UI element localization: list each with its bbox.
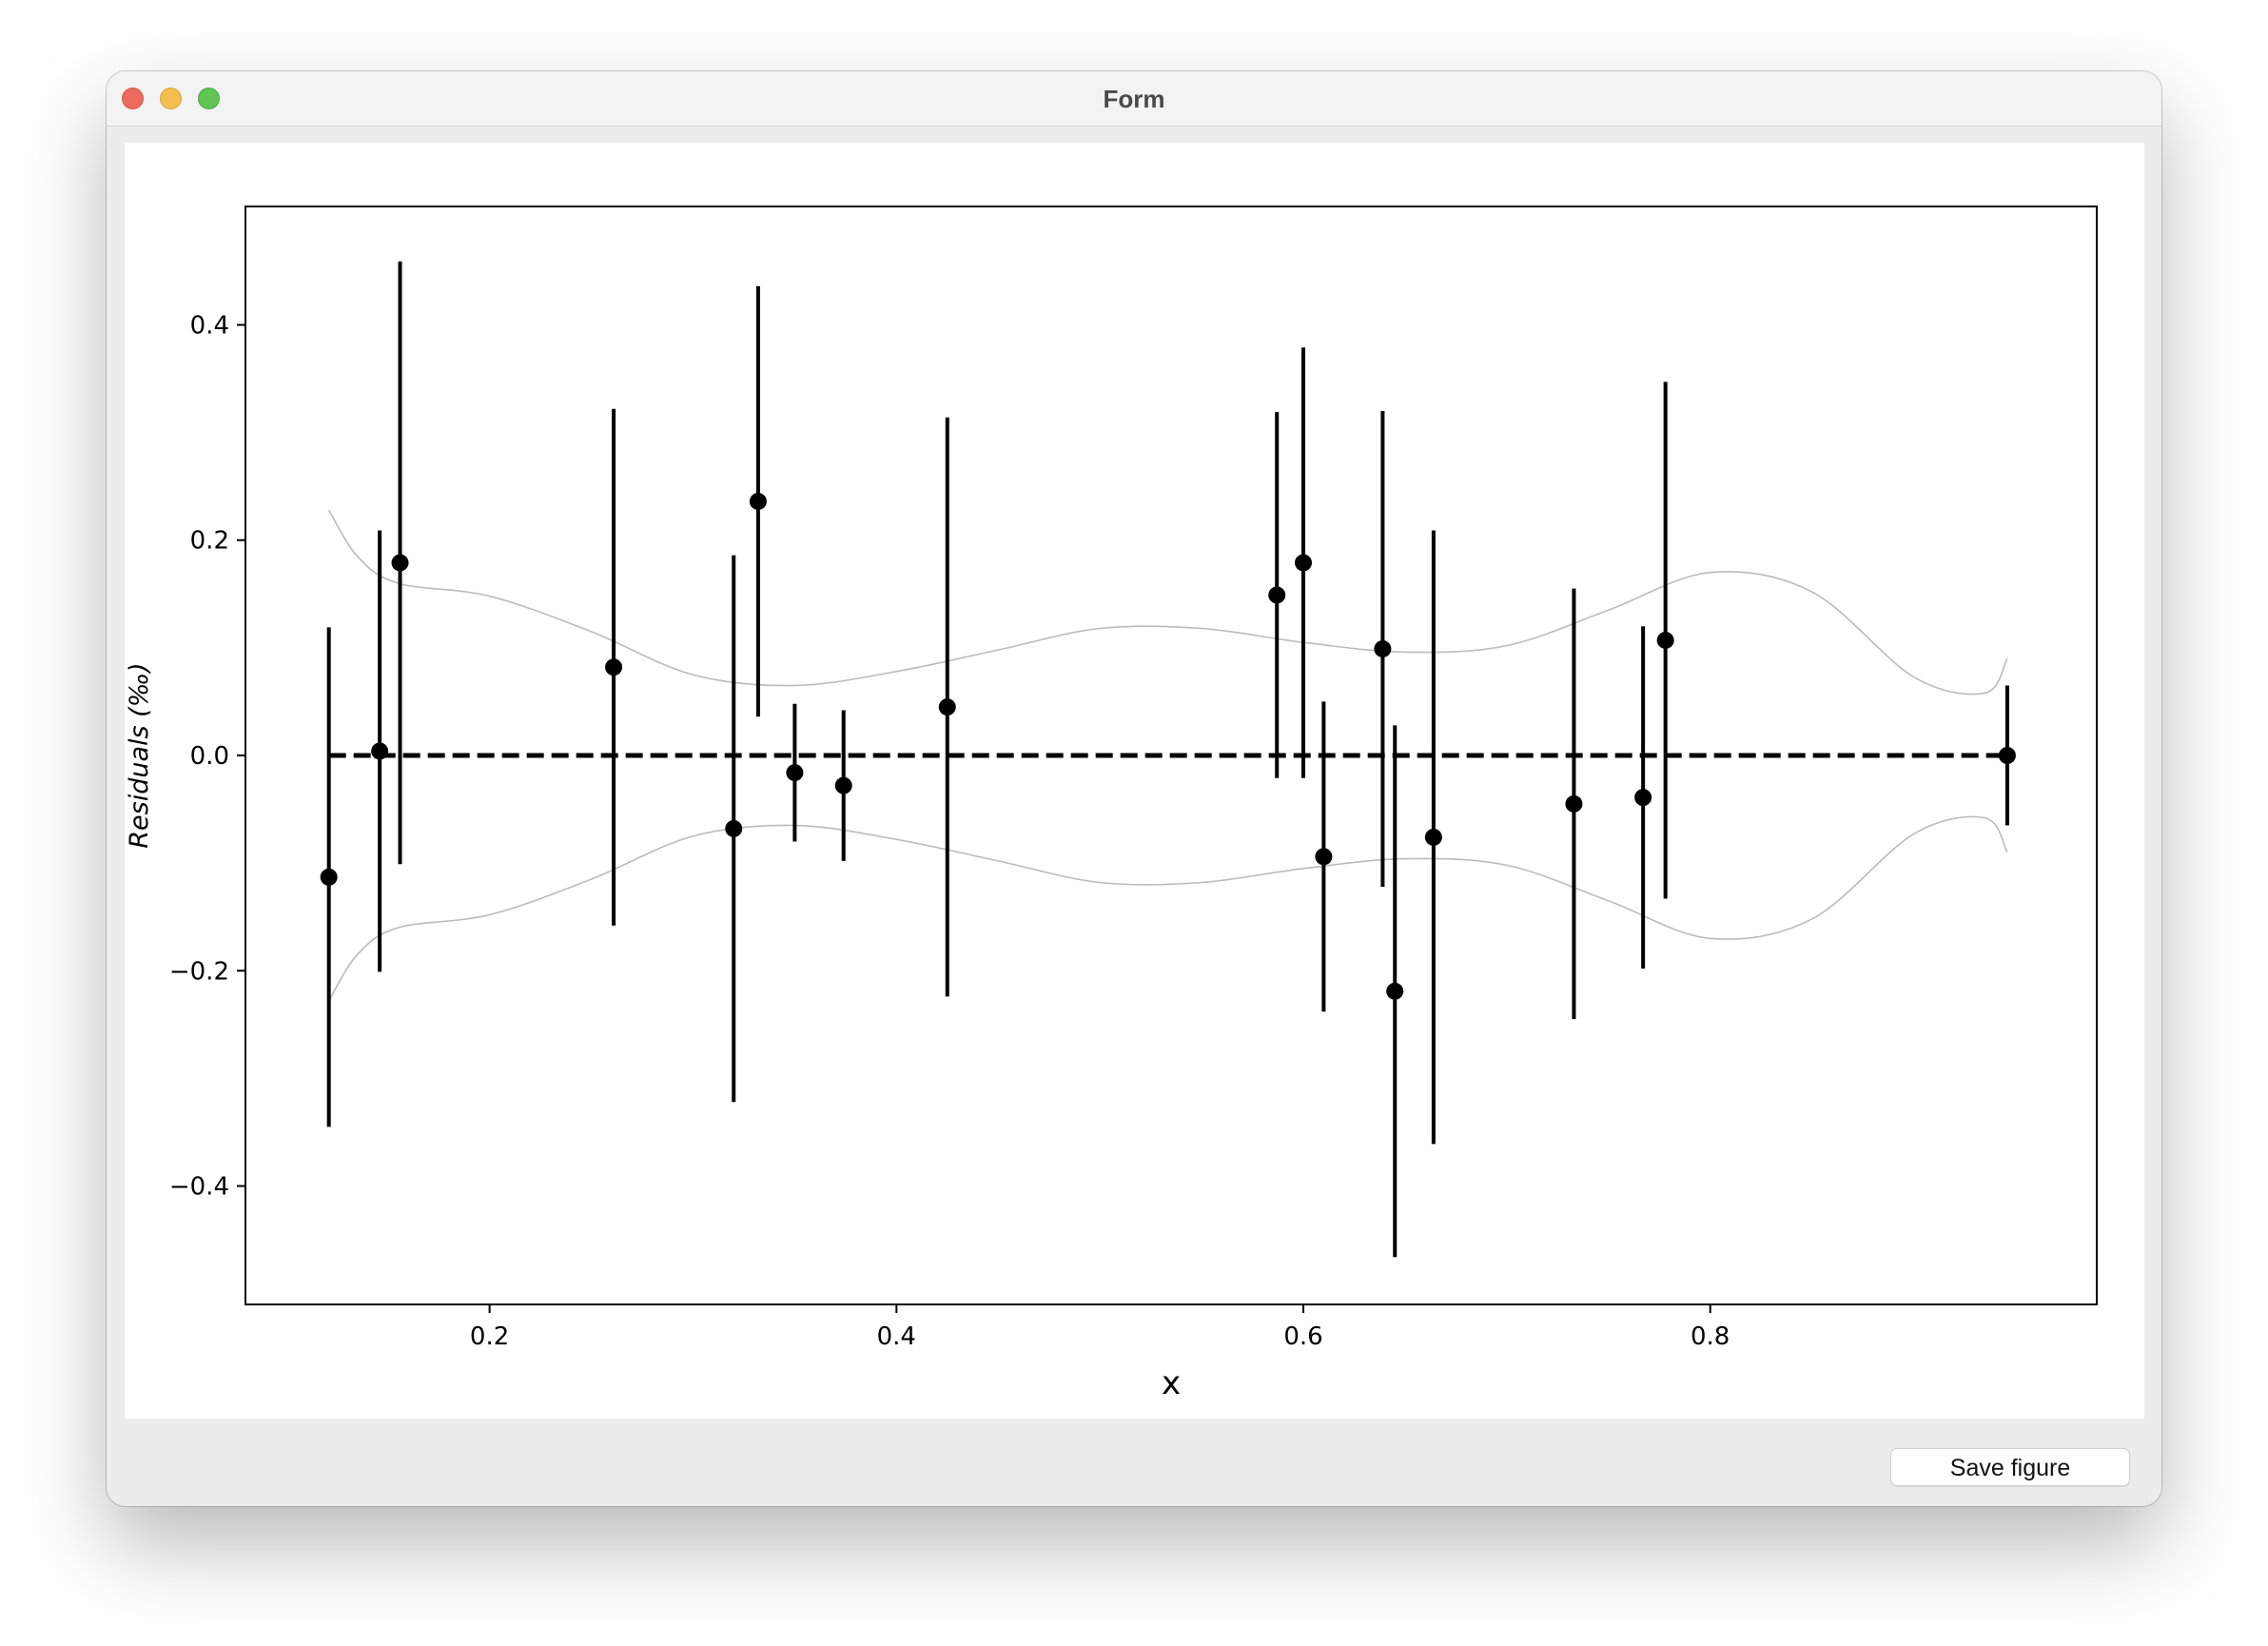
data-point (725, 555, 743, 1103)
data-point (1424, 530, 1442, 1145)
point-marker (605, 658, 623, 676)
data-point (1565, 588, 1583, 1020)
point-marker (1634, 789, 1652, 807)
data-point (1268, 412, 1286, 778)
data-point (1315, 701, 1333, 1012)
data-point (834, 710, 852, 861)
point-marker (1386, 982, 1404, 1000)
data-point (938, 417, 956, 997)
point-marker (725, 819, 743, 837)
data-point (1634, 626, 1652, 970)
y-tick-label: 0.2 (190, 527, 229, 556)
y-axis-label: Residuals (‰) (125, 662, 154, 848)
point-marker (1268, 586, 1286, 604)
point-marker (749, 492, 767, 510)
point-marker (391, 554, 409, 572)
close-window-button[interactable] (122, 88, 144, 109)
y-tick-label: −0.4 (169, 1173, 229, 1202)
point-marker (371, 742, 389, 760)
point-marker (834, 776, 852, 794)
point-marker (1374, 639, 1392, 657)
app-window: Form 0.2 0.4 0.6 0.8 −0.4 −0.2 0.0 0.2 0.4 x Re… (107, 71, 2161, 1506)
data-point (391, 261, 409, 865)
window-title: Form (1103, 85, 1165, 113)
data-point (749, 285, 767, 717)
y-tick-label: −0.2 (169, 957, 229, 986)
data-point (1656, 382, 1674, 899)
point-marker (1656, 631, 1674, 649)
point-marker (1315, 848, 1333, 866)
point-marker (1998, 747, 2016, 764)
data-point (1998, 685, 2016, 826)
envelope-upper (327, 509, 2008, 696)
x-tick-label: 0.8 (1691, 1323, 1730, 1351)
x-tick-label: 0.2 (470, 1323, 509, 1351)
point-marker (1295, 554, 1312, 572)
point-marker (1565, 794, 1583, 813)
x-tick-label: 0.6 (1283, 1323, 1322, 1351)
zoom-window-button[interactable] (198, 88, 220, 109)
point-marker (320, 868, 338, 886)
figure-canvas: 0.2 0.4 0.6 0.8 −0.4 −0.2 0.0 0.2 0.4 x Residua… (125, 143, 2144, 1419)
x-axis-ticks: 0.2 0.4 0.6 0.8 (470, 1304, 1730, 1351)
data-point (605, 408, 623, 926)
x-axis-label: x (1162, 1364, 1181, 1402)
y-tick-label: 0.4 (190, 311, 229, 340)
x-tick-label: 0.4 (877, 1323, 916, 1351)
title-bar[interactable]: Form (107, 71, 2161, 127)
data-point (1374, 410, 1392, 888)
point-marker (1424, 828, 1442, 846)
data-point (1295, 347, 1312, 778)
minimize-window-button[interactable] (160, 88, 182, 109)
point-marker (938, 698, 956, 716)
data-point (320, 627, 338, 1127)
y-axis-ticks: −0.4 −0.2 0.0 0.2 0.4 (169, 311, 245, 1202)
envelope-lower (327, 815, 2008, 1002)
save-figure-button[interactable]: Save figure (1890, 1448, 2130, 1486)
point-marker (786, 764, 804, 782)
confidence-envelope (327, 509, 2008, 1002)
y-tick-label: 0.0 (190, 742, 229, 771)
data-point (1386, 725, 1404, 1258)
residuals-chart: 0.2 0.4 0.6 0.8 −0.4 −0.2 0.0 0.2 0.4 x Residua… (125, 206, 2098, 1402)
data-point (786, 703, 804, 842)
data-point (371, 530, 389, 972)
data-series (320, 261, 2016, 1258)
